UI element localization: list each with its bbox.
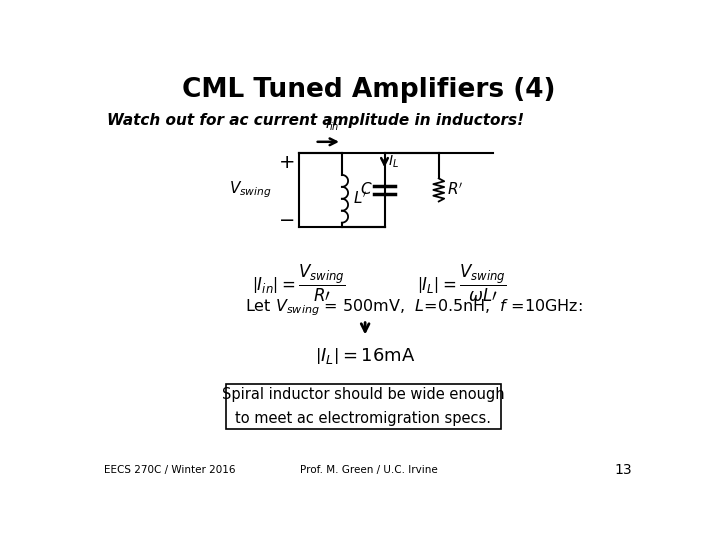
Text: $I_{in}$: $I_{in}$	[325, 116, 339, 132]
Text: 13: 13	[615, 463, 632, 477]
Text: CML Tuned Amplifiers (4): CML Tuned Amplifiers (4)	[182, 77, 556, 103]
Text: $\left|I_L\right| = \dfrac{V_{swing}}{\omega L\prime}$: $\left|I_L\right| = \dfrac{V_{swing}}{\o…	[417, 264, 507, 305]
Text: $\left|I_{in}\right| = \dfrac{V_{swing}}{R\prime}$: $\left|I_{in}\right| = \dfrac{V_{swing}}…	[252, 264, 346, 305]
Text: $I_L$: $I_L$	[388, 153, 400, 170]
Text: $V_{swing}$: $V_{swing}$	[230, 180, 272, 200]
Text: Watch out for ac current amplitude in inductors!: Watch out for ac current amplitude in in…	[107, 113, 524, 128]
Text: $L'$: $L'$	[353, 191, 367, 207]
Text: C: C	[360, 183, 371, 198]
Text: Spiral inductor should be wide enough
to meet ac electromigration specs.: Spiral inductor should be wide enough to…	[222, 388, 505, 426]
Text: $\left|I_L\right| = 16\mathrm{mA}$: $\left|I_L\right| = 16\mathrm{mA}$	[315, 346, 415, 366]
Text: Let $V_{swing}$ = 500mV,  $L$=0.5nH,  $f$ =10GHz:: Let $V_{swing}$ = 500mV, $L$=0.5nH, $f$ …	[245, 297, 582, 318]
Text: $R'$: $R'$	[447, 181, 464, 198]
Text: EECS 270C / Winter 2016: EECS 270C / Winter 2016	[104, 465, 235, 475]
Text: Prof. M. Green / U.C. Irvine: Prof. M. Green / U.C. Irvine	[300, 465, 438, 475]
Text: −: −	[279, 211, 295, 230]
Text: +: +	[279, 153, 295, 172]
FancyBboxPatch shape	[225, 384, 500, 429]
